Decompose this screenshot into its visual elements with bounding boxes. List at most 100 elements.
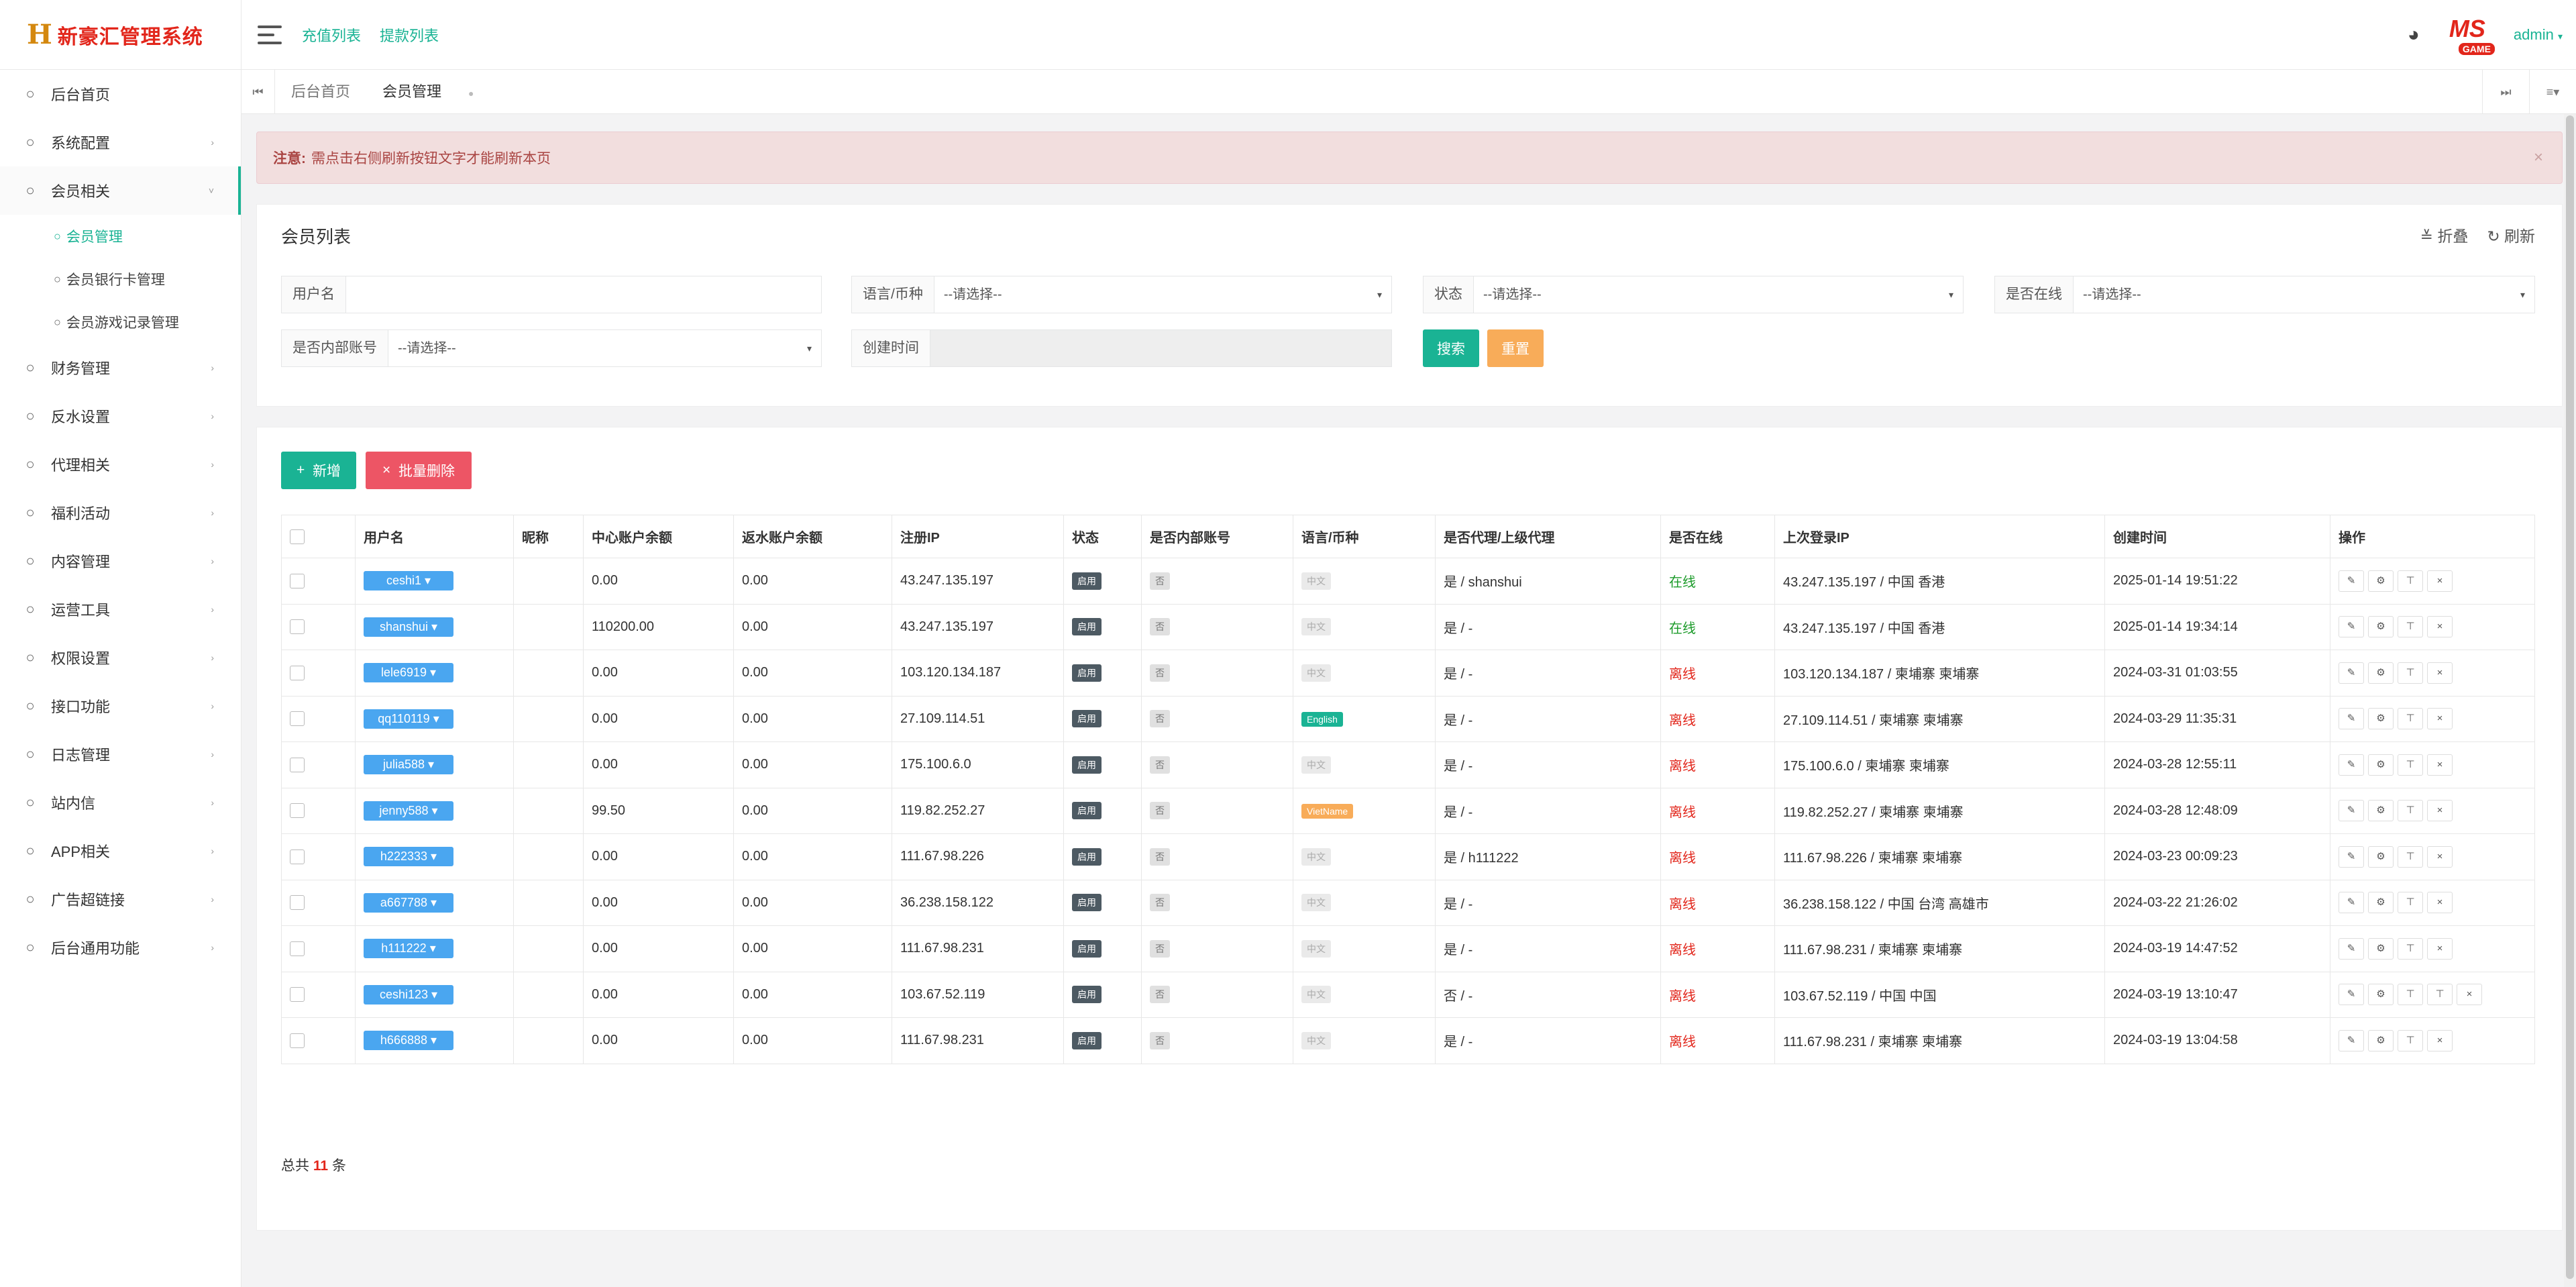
close-icon[interactable]: × (2427, 616, 2453, 638)
gear-icon[interactable]: ⚙ (2368, 845, 2394, 868)
close-icon[interactable]: × (2427, 662, 2453, 684)
vertical-scrollbar[interactable] (2564, 114, 2576, 1287)
edit-icon[interactable]: ✎ (2339, 570, 2364, 592)
pin-icon[interactable]: ⊤ (2398, 662, 2423, 684)
pin-icon[interactable]: ⊤ (2398, 892, 2423, 914)
close-icon[interactable]: × (2427, 892, 2453, 914)
refresh-button[interactable]: ↻ 刷新 (2487, 223, 2535, 246)
row-checkbox[interactable] (290, 757, 305, 772)
online-select[interactable]: --请选择-- ▾ (2074, 276, 2534, 313)
username-dropdown-button[interactable]: qq110119 ▾ (364, 709, 453, 729)
username-dropdown-button[interactable]: a667788 ▾ (364, 892, 453, 913)
pin-icon[interactable]: ⊤ (2398, 616, 2423, 638)
sidebar-item[interactable]: ○ 接口功能 › (0, 682, 241, 730)
sidebar-item[interactable]: ○ 内容管理 › (0, 537, 241, 585)
row-checkbox[interactable] (290, 849, 305, 864)
row-checkbox[interactable] (290, 803, 305, 819)
edit-icon[interactable]: ✎ (2339, 616, 2364, 638)
tabs-next-icon[interactable]: ⏭ (2482, 70, 2529, 114)
edit-icon[interactable]: ✎ (2339, 800, 2364, 822)
row-checkbox[interactable] (290, 665, 305, 680)
scrollbar-thumb[interactable] (2566, 115, 2574, 1279)
gear-icon[interactable]: ⚙ (2368, 800, 2394, 822)
username-dropdown-button[interactable]: ceshi123 ▾ (364, 984, 453, 1005)
top-link-withdraw[interactable]: 提款列表 (380, 27, 439, 44)
pin-icon[interactable]: ⊤ (2398, 1029, 2423, 1051)
sidebar-item[interactable]: ○ 财务管理 › (0, 344, 241, 392)
gear-icon[interactable]: ⚙ (2368, 570, 2394, 592)
username-input[interactable] (346, 276, 821, 313)
username-dropdown-button[interactable]: julia588 ▾ (364, 755, 453, 775)
gear-icon[interactable]: ⚙ (2368, 937, 2394, 960)
edit-icon[interactable]: ✎ (2339, 754, 2364, 776)
pin-icon[interactable]: ⊤ (2398, 570, 2423, 592)
sidebar-item[interactable]: ○ 福利活动 › (0, 488, 241, 537)
add-button[interactable]: + 新增 (281, 452, 356, 489)
sidebar-item[interactable]: ○ 权限设置 › (0, 633, 241, 682)
sidebar-subitem[interactable]: ○ 会员游戏记录管理 (0, 301, 241, 344)
row-checkbox[interactable] (290, 941, 305, 956)
sidebar-item[interactable]: ○ 代理相关 › (0, 440, 241, 488)
pin-icon[interactable]: ⊤ (2427, 984, 2453, 1006)
gear-icon[interactable]: ⚙ (2368, 708, 2394, 730)
sidebar-item[interactable]: ○ 后台通用功能 › (0, 923, 241, 972)
brand[interactable]: H 新豪汇管理系统 (0, 0, 241, 70)
sidebar-item[interactable]: ○ 站内信 › (0, 778, 241, 827)
tab-member-manage[interactable]: 会员管理 ● (366, 70, 490, 114)
close-icon[interactable]: × (2427, 937, 2453, 960)
sidebar-item[interactable]: ○ APP相关 › (0, 827, 241, 875)
tabs-prev-icon[interactable]: ⏮ (241, 69, 275, 114)
close-icon[interactable]: × (2533, 148, 2543, 166)
sidebar-item[interactable]: ○ 系统配置 › (0, 118, 241, 166)
edit-icon[interactable]: ✎ (2339, 984, 2364, 1006)
collapse-button[interactable]: ≚ 折叠 (2420, 223, 2469, 246)
created-time-input[interactable] (930, 330, 1391, 366)
select-all-checkbox[interactable] (290, 529, 305, 544)
username-dropdown-button[interactable]: lele6919 ▾ (364, 663, 453, 683)
pin-icon[interactable]: ⊤ (2398, 984, 2423, 1006)
gear-icon[interactable]: ⚙ (2368, 1029, 2394, 1051)
close-icon[interactable]: × (2427, 1029, 2453, 1051)
username-dropdown-button[interactable]: ceshi1 ▾ (364, 571, 453, 591)
close-icon[interactable]: × (2457, 984, 2482, 1006)
username-dropdown-button[interactable]: jenny588 ▾ (364, 801, 453, 821)
close-icon[interactable]: × (2427, 845, 2453, 868)
edit-icon[interactable]: ✎ (2339, 892, 2364, 914)
username-dropdown-button[interactable]: h222333 ▾ (364, 847, 453, 867)
username-dropdown-button[interactable]: h111222 ▾ (364, 939, 453, 959)
row-checkbox[interactable] (290, 573, 305, 588)
edit-icon[interactable]: ✎ (2339, 708, 2364, 730)
search-button[interactable]: 搜索 (1423, 329, 1479, 367)
close-icon[interactable]: × (2427, 570, 2453, 592)
row-checkbox[interactable] (290, 711, 305, 727)
sidebar-item[interactable]: ○ 会员相关 ˅ (0, 166, 241, 215)
edit-icon[interactable]: ✎ (2339, 845, 2364, 868)
menu-toggle-icon[interactable] (258, 25, 282, 44)
sidebar-subitem[interactable]: ○ 会员管理 (0, 215, 241, 258)
internal-select[interactable]: --请选择-- ▾ (388, 330, 821, 366)
gear-icon[interactable]: ⚙ (2368, 892, 2394, 914)
gear-icon[interactable]: ⚙ (2368, 984, 2394, 1006)
pin-icon[interactable]: ⊤ (2398, 708, 2423, 730)
status-select[interactable]: --请选择-- ▾ (1474, 276, 1963, 313)
gear-icon[interactable]: ⚙ (2368, 662, 2394, 684)
pin-icon[interactable]: ⊤ (2398, 800, 2423, 822)
row-checkbox[interactable] (290, 895, 305, 911)
theme-palette-icon[interactable]: ◕ (2407, 23, 2420, 46)
tabs-menu-icon[interactable]: ≡▾ (2529, 70, 2576, 114)
gear-icon[interactable]: ⚙ (2368, 616, 2394, 638)
top-link-recharge[interactable]: 充值列表 (302, 27, 362, 44)
tab-home[interactable]: 后台首页 (275, 70, 366, 114)
edit-icon[interactable]: ✎ (2339, 937, 2364, 960)
gear-icon[interactable]: ⚙ (2368, 754, 2394, 776)
row-checkbox[interactable] (290, 987, 305, 1002)
edit-icon[interactable]: ✎ (2339, 662, 2364, 684)
username-dropdown-button[interactable]: shanshui ▾ (364, 617, 453, 637)
row-checkbox[interactable] (290, 619, 305, 635)
close-icon[interactable]: × (2427, 800, 2453, 822)
sidebar-item[interactable]: ○ 广告超链接 › (0, 875, 241, 923)
pin-icon[interactable]: ⊤ (2398, 845, 2423, 868)
username-dropdown-button[interactable]: h666888 ▾ (364, 1031, 453, 1051)
edit-icon[interactable]: ✎ (2339, 1029, 2364, 1051)
pin-icon[interactable]: ⊤ (2398, 937, 2423, 960)
